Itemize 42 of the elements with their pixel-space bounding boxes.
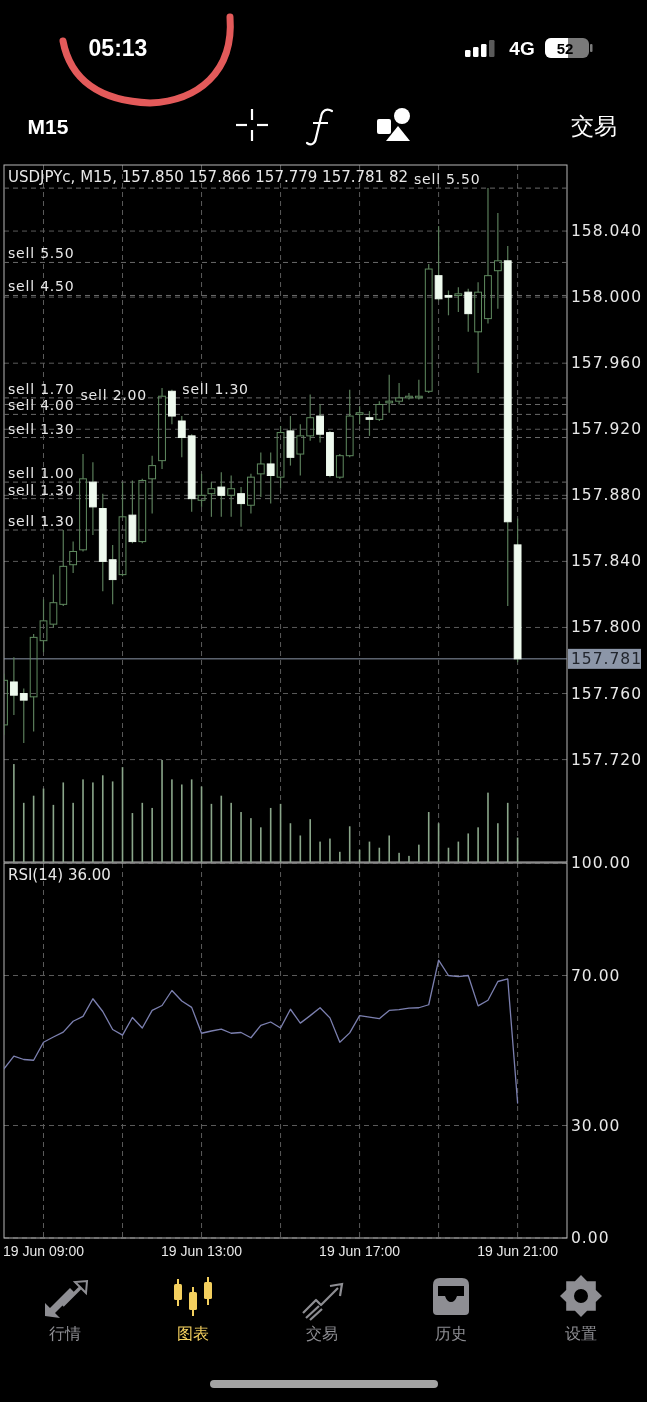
y-tick-label: 157.720 <box>571 750 643 769</box>
y-tick-label: 70.00 <box>571 966 621 985</box>
x-tick-label: 19 Jun 09:00 <box>3 1243 85 1259</box>
x-tick-label: 19 Jun 13:00 <box>161 1243 243 1259</box>
text: 4G <box>509 37 535 59</box>
line-series <box>4 959 519 1104</box>
y-tick-label: 100.00 <box>571 854 632 872</box>
text: 交易 <box>571 113 617 139</box>
y-tick-label: 0.00 <box>571 1229 610 1247</box>
y-tick-label: 158.040 <box>571 222 643 241</box>
y-tick-label: 157.960 <box>571 354 643 373</box>
text: M15 <box>27 114 69 138</box>
ref-line-label: sell 2.00 <box>80 387 148 404</box>
text: 52 <box>556 39 574 57</box>
text: 设置 <box>565 1323 597 1343</box>
y-tick-label: 157.880 <box>571 486 643 505</box>
text: 行情 <box>49 1323 81 1343</box>
y-tick-label: 157.840 <box>571 552 643 571</box>
text: 05:13 <box>88 35 148 61</box>
y-tick-label: 158.000 <box>571 288 643 307</box>
y-tick-label: 157.800 <box>571 618 643 637</box>
ref-line-label: sell 1.00 <box>8 465 75 482</box>
ref-line-label: sell 1.30 <box>8 420 75 437</box>
text: 历史 <box>435 1323 467 1343</box>
text: 图表 <box>177 1323 209 1343</box>
y-tick-label: 30.00 <box>571 1116 621 1135</box>
price-badge: 157.781 <box>568 648 643 669</box>
ref-line-label: sell 5.50 <box>8 245 75 262</box>
x-tick-label: 19 Jun 17:00 <box>319 1243 401 1259</box>
ref-line-label: sell 4.50 <box>8 278 75 295</box>
ref-line-label: sell 1.30 <box>8 481 75 498</box>
y-tick-label: 157.920 <box>571 420 643 439</box>
ref-line-label: sell 5.50 <box>414 171 481 188</box>
text: 交易 <box>306 1323 338 1343</box>
line-note: sell 1.30 <box>182 380 249 397</box>
ref-line-label: sell 1.30 <box>8 513 75 529</box>
chart-title: RSI(14) 36.00 <box>8 866 111 884</box>
x-tick-label: 19 Jun 21:00 <box>477 1243 559 1259</box>
y-tick-label: 157.760 <box>571 684 643 703</box>
ref-line-label: sell 4.00 <box>8 397 75 414</box>
chart-title: USDJPYc, M15, 157.850 157.866 157.779 157.781 82 <box>8 168 408 186</box>
ref-line-label: sell 1.70 <box>8 380 75 397</box>
